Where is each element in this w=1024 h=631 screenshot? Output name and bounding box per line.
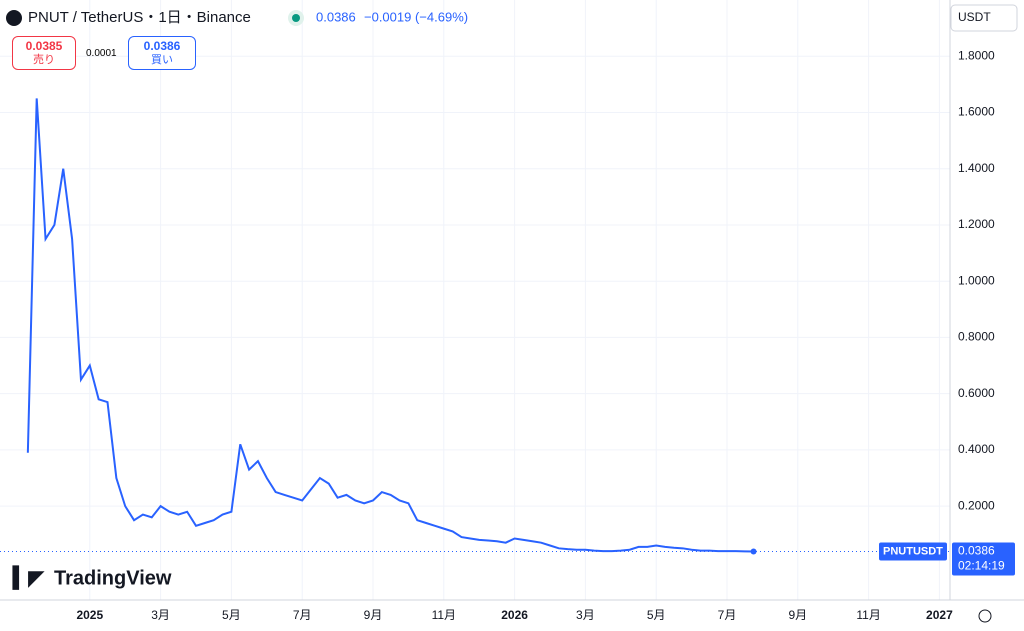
last-price-dot [750, 548, 757, 555]
y-tick-label: 0.4000 [958, 442, 995, 456]
x-tick-label: 3月 [151, 608, 170, 622]
x-tick-label: 2027 [926, 608, 953, 622]
y-tick-label: 0.8000 [958, 330, 995, 344]
last-price: 0.0386 [316, 9, 356, 24]
ticker-tag [879, 542, 947, 561]
settings-icon[interactable] [978, 609, 992, 623]
x-tick-label: 5月 [647, 608, 666, 622]
y-tick-label: 1.6000 [958, 105, 995, 119]
sell-button[interactable]: 0.0385 売り [12, 36, 76, 70]
buy-price[interactable]: 0.0386 [143, 39, 181, 53]
plot [0, 98, 950, 555]
brand-logo: ▍◤ [12, 564, 45, 590]
x-tick-label: 5月 [222, 608, 241, 622]
x-tick-label: 7月 [718, 608, 737, 622]
x-tick-label: 9月 [788, 608, 807, 622]
symbol-icon [6, 10, 22, 26]
x-tick-label: 11月 [856, 608, 880, 622]
price-tag [952, 542, 1015, 576]
price-line [26, 98, 754, 553]
ticker-label: PNUTUSDT [883, 545, 943, 557]
x-tick-label: 11月 [432, 608, 456, 622]
y-tick-label: 1.8000 [958, 48, 995, 62]
x-tick-label: 7月 [293, 608, 312, 622]
x-tick-label: 2025 [76, 608, 103, 622]
y-tick-label: 0.6000 [958, 386, 995, 400]
brand: TradingView [54, 567, 172, 589]
sell-label[interactable]: 売り [33, 54, 55, 66]
y-tick-label: 0.2000 [958, 498, 995, 512]
currency[interactable]: USDT [958, 10, 991, 24]
grid [0, 0, 950, 600]
currency-button[interactable] [950, 4, 1018, 32]
status-dot [292, 14, 300, 22]
buy-label[interactable]: 買い [151, 54, 173, 66]
spread: 0.0001 [86, 48, 117, 59]
symbol-title: PNUT / TetherUS・1日・Binance [28, 9, 251, 26]
y-tick-label: 1.0000 [958, 273, 995, 287]
countdown: 02:14:19 [958, 559, 1005, 573]
sell-price[interactable]: 0.0385 [25, 39, 63, 53]
x-tick-label: 9月 [364, 608, 383, 622]
price-tag-value: 0.0386 [958, 544, 995, 558]
x-tick-label: 3月 [576, 608, 595, 622]
y-tick-label: 1.2000 [958, 217, 995, 231]
buy-button[interactable]: 0.0386 買い [128, 36, 196, 70]
x-tick-label: 2026 [501, 608, 528, 622]
y-tick-label: 1.4000 [958, 161, 995, 175]
price-change: −0.0019 (−4.69%) [364, 9, 468, 24]
